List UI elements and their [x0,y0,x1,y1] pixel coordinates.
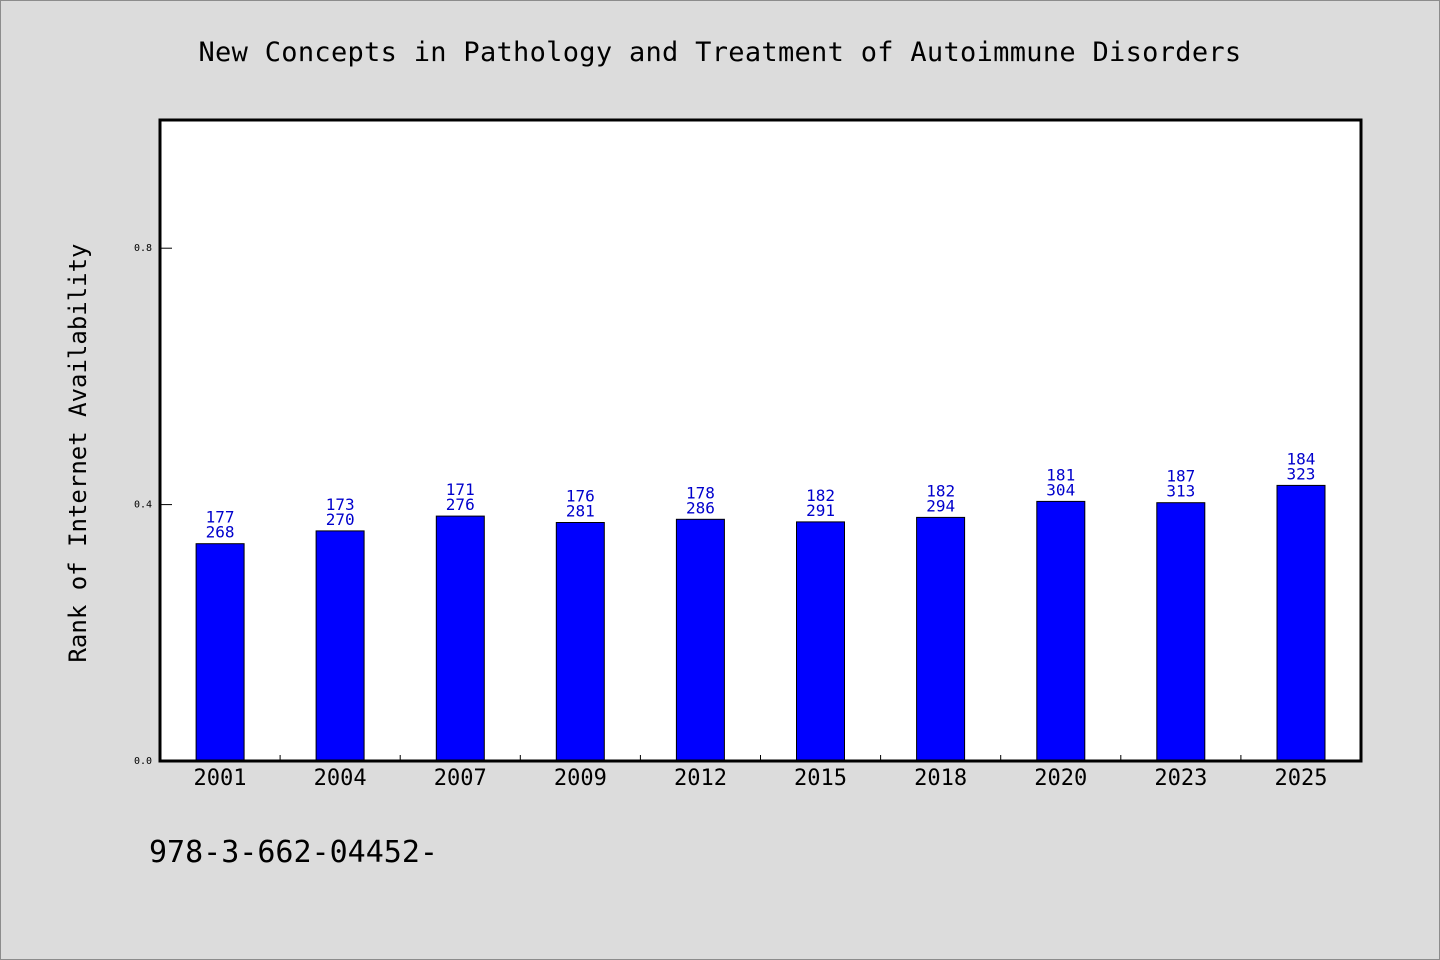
data-label-top: 184 [1286,449,1315,468]
y-tick-label: 0.8 [134,243,152,254]
x-tick-label: 2015 [794,766,847,791]
bar-2004 [315,530,365,762]
x-tick-label: 2020 [1034,766,1087,791]
bar-2009 [555,522,605,762]
data-label-bottom: 294 [926,496,955,515]
y-tick-label: 0.4 [134,500,152,511]
bar-2015 [796,521,845,762]
bar-2001 [195,543,245,762]
bar-2012 [675,518,725,762]
data-label-top: 171 [446,480,475,499]
data-label-top: 187 [1166,467,1195,486]
data-label-top: 176 [566,487,595,506]
x-tick-label: 2001 [194,766,247,791]
data-label-bottom: 270 [326,510,355,529]
isbn-code: 978-3-662-04452- [149,835,438,870]
x-tick-label: 2025 [1274,766,1327,791]
data-label-bottom: 323 [1286,464,1315,483]
data-label-bottom: 291 [806,501,835,520]
data-label-top: 182 [926,481,955,500]
bar-2023 [1156,502,1206,762]
data-label-top: 181 [1046,465,1075,484]
y-tick-label: 0.0 [134,756,152,767]
data-label-bottom: 313 [1166,482,1195,501]
data-label-bottom: 304 [1046,480,1075,499]
data-label-top: 177 [206,508,235,527]
data-label-top: 182 [806,486,835,505]
data-label-bottom: 268 [206,523,235,542]
data-label-bottom: 286 [686,498,715,517]
data-label-top: 173 [326,495,355,514]
bar-2018 [916,516,966,762]
x-tick-label: 2007 [434,766,487,791]
data-label-bottom: 276 [446,495,475,514]
bar-2025 [1276,484,1326,762]
data-label-bottom: 281 [566,502,595,521]
chart-title: New Concepts in Pathology and Treatment … [198,37,1242,68]
x-tick-label: 2012 [674,766,727,791]
x-tick-label: 2004 [314,766,367,791]
x-tick-label: 2018 [914,766,967,791]
bar-2007 [435,515,485,762]
x-tick-label: 2009 [554,766,607,791]
plot-frame [158,118,1363,763]
bar-2020 [1036,500,1086,762]
x-tick-label: 2023 [1154,766,1207,791]
data-label-top: 178 [686,483,715,502]
